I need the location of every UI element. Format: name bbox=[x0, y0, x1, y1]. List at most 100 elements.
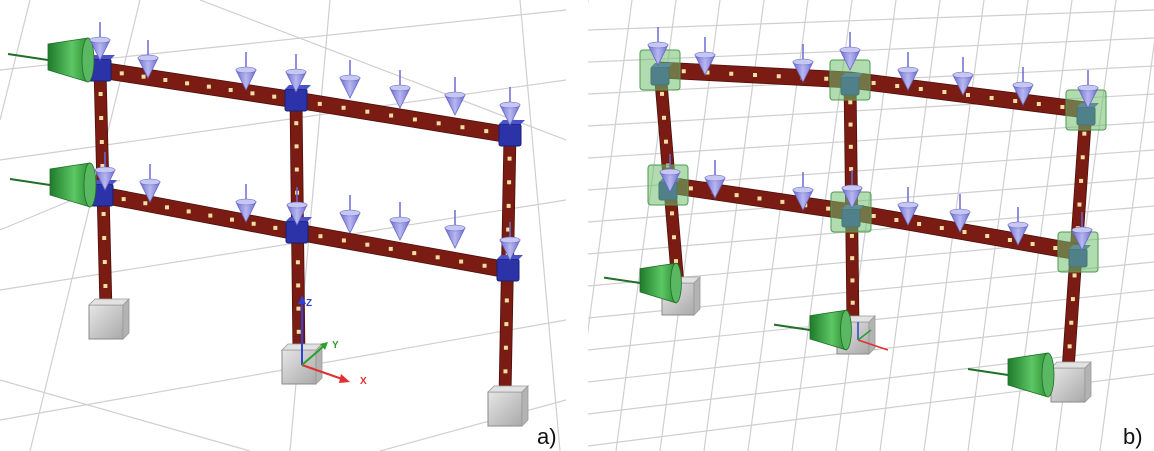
integration-point-marker bbox=[273, 225, 278, 230]
integration-point-marker bbox=[341, 238, 346, 243]
integration-point-marker bbox=[1060, 105, 1065, 109]
z-axis-arrowhead bbox=[298, 295, 306, 304]
integration-point-marker bbox=[871, 214, 876, 218]
integration-point-marker bbox=[1079, 178, 1084, 183]
lateral-load-cone-base bbox=[670, 262, 682, 304]
integration-point-marker bbox=[102, 260, 107, 264]
integration-point-marker bbox=[664, 139, 668, 144]
load-arrow-cone-base bbox=[389, 84, 411, 92]
integration-point-marker bbox=[100, 164, 105, 168]
fixed-support bbox=[487, 391, 523, 427]
integration-point-marker bbox=[1007, 238, 1012, 242]
load-arrow-cone-base bbox=[139, 178, 161, 186]
integration-point-marker bbox=[103, 284, 108, 288]
integration-point-marker bbox=[318, 234, 323, 239]
integration-point-marker bbox=[251, 221, 256, 226]
load-arrow-cone-base bbox=[235, 198, 257, 206]
node-cube-top bbox=[89, 55, 115, 59]
integration-point-marker bbox=[1013, 99, 1018, 103]
frame-structure bbox=[639, 49, 1107, 403]
load-arrow-cone-base bbox=[499, 236, 521, 244]
integration-point-marker bbox=[1082, 131, 1087, 136]
integration-point-marker bbox=[295, 260, 300, 265]
integration-point-marker bbox=[705, 70, 710, 75]
integration-point-marker bbox=[1072, 273, 1077, 278]
integration-point-marker bbox=[660, 91, 664, 96]
lateral-load-cone-base bbox=[1041, 352, 1055, 398]
integration-point-marker bbox=[504, 298, 509, 303]
integration-point-marker bbox=[1036, 102, 1041, 106]
integration-point-marker bbox=[985, 234, 990, 238]
x-axis bbox=[857, 339, 889, 351]
integration-point-marker bbox=[962, 230, 967, 234]
fixed-support-side bbox=[868, 315, 876, 355]
grid-line bbox=[519, 0, 561, 451]
integration-point-marker bbox=[435, 255, 440, 260]
load-arrow-cone-base bbox=[499, 101, 521, 109]
y-axis bbox=[301, 344, 326, 366]
integration-point-marker bbox=[507, 156, 512, 161]
integration-point-marker bbox=[850, 300, 855, 305]
fixed-support-side bbox=[1084, 361, 1092, 403]
integration-point-marker bbox=[506, 203, 511, 208]
lateral-load-shaft bbox=[967, 368, 1009, 376]
integration-point-marker bbox=[939, 226, 944, 230]
frame-model-a: X Y Z bbox=[0, 0, 566, 451]
integration-point-marker bbox=[848, 100, 853, 105]
integration-point-marker bbox=[670, 211, 674, 216]
integration-point-marker bbox=[341, 105, 346, 110]
integration-point-marker bbox=[412, 251, 417, 256]
integration-point-marker bbox=[102, 236, 107, 240]
integration-point-marker bbox=[672, 235, 676, 240]
integration-point-marker bbox=[681, 69, 686, 74]
grid-line bbox=[0, 79, 566, 161]
x-axis-label: X bbox=[360, 376, 367, 387]
fixed-support-side bbox=[315, 343, 323, 385]
integration-point-marker bbox=[966, 93, 970, 97]
fixed-support-top bbox=[88, 298, 130, 306]
load-arrow-cone-base bbox=[285, 68, 307, 76]
load-arrow-cone-base bbox=[339, 209, 361, 217]
integration-point-marker bbox=[296, 329, 301, 334]
load-arrow-cone-base bbox=[1077, 84, 1099, 92]
integration-point-marker bbox=[849, 167, 854, 172]
node-cube bbox=[496, 258, 520, 282]
load-arrow-cone-base bbox=[704, 174, 726, 182]
panel-label-b: b) bbox=[1123, 424, 1143, 449]
integration-point-marker bbox=[688, 186, 693, 191]
integration-point-marker bbox=[894, 218, 899, 222]
load-arrow-cone-base bbox=[839, 46, 861, 54]
integration-point-marker bbox=[250, 91, 255, 96]
load-arrow-cone-base bbox=[647, 41, 669, 49]
z-axis-label: Z bbox=[306, 298, 312, 309]
integration-point-marker bbox=[294, 144, 299, 149]
integration-point-marker bbox=[119, 71, 124, 76]
integration-point-marker bbox=[163, 78, 168, 82]
load-arrow-cone-base bbox=[444, 224, 466, 232]
integration-point-marker bbox=[503, 345, 508, 350]
integration-point-marker bbox=[506, 227, 511, 232]
grid-line bbox=[0, 379, 251, 451]
integration-point-marker bbox=[849, 233, 854, 238]
integration-point-marker bbox=[917, 222, 922, 226]
integration-point-marker bbox=[101, 212, 106, 216]
integration-point-marker bbox=[228, 88, 233, 92]
load-arrow-cone-base bbox=[694, 51, 716, 59]
integration-point-marker bbox=[186, 209, 191, 214]
grid-line bbox=[588, 345, 1154, 415]
fixed-support-side bbox=[122, 298, 130, 340]
integration-point-marker bbox=[185, 81, 190, 86]
x-axis bbox=[301, 364, 346, 381]
y-axis bbox=[857, 329, 872, 341]
grid-line bbox=[199, 0, 566, 141]
grid-line bbox=[0, 199, 566, 291]
integration-point-marker bbox=[412, 117, 417, 122]
frame-structure bbox=[88, 55, 529, 427]
integration-point-marker bbox=[1030, 242, 1035, 246]
integration-point-marker bbox=[143, 201, 148, 206]
grid-line bbox=[588, 121, 1154, 159]
grid-line bbox=[588, 9, 1154, 31]
panel-label-a: a) bbox=[537, 424, 557, 449]
integration-point-marker bbox=[388, 246, 393, 251]
y-axis-label: Y bbox=[332, 340, 339, 351]
